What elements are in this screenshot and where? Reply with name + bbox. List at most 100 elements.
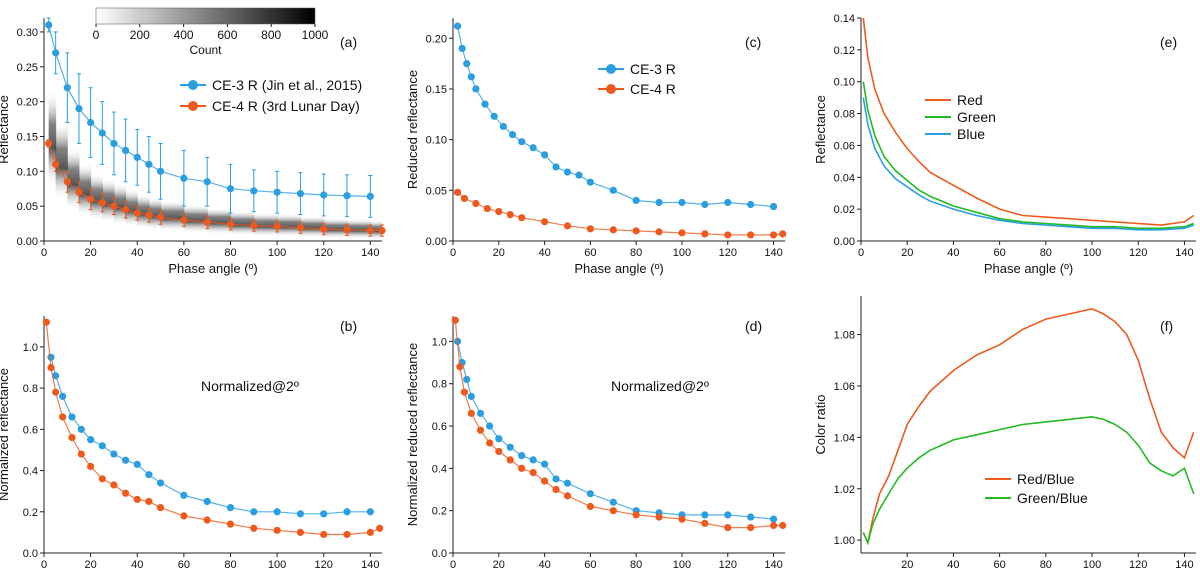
y-tick-label: 0.00 bbox=[834, 236, 855, 248]
data-point bbox=[529, 468, 537, 477]
panel-b: 0204060801001201400.00.20.40.60.81.0Phas… bbox=[0, 316, 384, 574]
data-point bbox=[156, 504, 165, 512]
x-tick-label: 60 bbox=[178, 559, 190, 571]
x-tick-label: 80 bbox=[224, 247, 236, 259]
data-point bbox=[724, 511, 732, 519]
legend: CE-3 R CE-4 R bbox=[598, 61, 676, 97]
x-axis-label: Phase angle (º) bbox=[984, 261, 1073, 276]
data-point bbox=[769, 521, 778, 530]
data-point bbox=[552, 485, 560, 494]
series-ce-4 bbox=[451, 316, 787, 532]
x-tick-label: 100 bbox=[1083, 247, 1101, 259]
x-ticks: 0 20 40 60 80 100 120 140 bbox=[41, 553, 380, 571]
data-point bbox=[296, 528, 305, 536]
x-ticks: 0 20 40 60 80 100 120 140 bbox=[41, 241, 380, 259]
data-point bbox=[133, 209, 141, 217]
x-tick-label: 40 bbox=[538, 247, 550, 259]
panel-label: (a) bbox=[340, 34, 357, 50]
x-tick-label: 20 bbox=[901, 559, 913, 571]
panel-f: 204060801001201401.001.021.041.061.08Pha… bbox=[813, 296, 1196, 574]
data-point bbox=[483, 204, 491, 213]
y-tick-label: 0.10 bbox=[17, 166, 38, 178]
data-point bbox=[463, 60, 471, 68]
x-tick-label: 100 bbox=[673, 247, 691, 259]
data-point bbox=[110, 450, 118, 458]
y-tick-label: 0.0 bbox=[23, 548, 38, 560]
x-ticks: 0 20 40 60 80 100 120 140 bbox=[858, 241, 1194, 259]
density-band bbox=[370, 219, 383, 240]
data-point bbox=[486, 439, 494, 447]
legend-label: CE-3 R bbox=[630, 61, 676, 77]
data-point bbox=[121, 456, 130, 464]
data-point bbox=[467, 409, 475, 417]
data-point bbox=[110, 202, 118, 210]
legend-item: CE-4 R bbox=[598, 81, 676, 97]
series-ce-3 bbox=[47, 353, 374, 518]
x-tick-label: 140 bbox=[1175, 559, 1193, 571]
data-point bbox=[506, 456, 514, 464]
density-band bbox=[300, 215, 325, 238]
legend-swatch-marker bbox=[188, 101, 198, 111]
data-point bbox=[110, 139, 118, 148]
panel-label: (c) bbox=[745, 34, 761, 50]
data-point bbox=[486, 422, 494, 430]
legend-item: CE-4 R (3rd Lunar Day) bbox=[180, 98, 360, 114]
data-point bbox=[87, 118, 95, 127]
data-point bbox=[203, 497, 211, 506]
y-tick-label: 0.2 bbox=[432, 506, 447, 518]
data-point bbox=[52, 49, 60, 57]
x-tick-label: 80 bbox=[224, 559, 236, 571]
series-connector bbox=[457, 25, 774, 208]
data-point bbox=[52, 372, 60, 380]
data-point bbox=[226, 220, 235, 228]
data-point bbox=[609, 226, 617, 234]
data-point bbox=[529, 456, 537, 464]
legend-label: Red bbox=[957, 92, 983, 108]
data-point bbox=[563, 479, 572, 487]
data-point bbox=[518, 138, 526, 146]
data-point bbox=[75, 188, 83, 196]
x-tick-label: 80 bbox=[1040, 559, 1052, 571]
x-tick-label: 0 bbox=[858, 247, 864, 259]
series-line bbox=[862, 415, 1195, 546]
y-tick-label: 0.6 bbox=[23, 424, 38, 436]
x-tick-label: 40 bbox=[131, 247, 143, 259]
data-point bbox=[540, 460, 549, 468]
legend-item: CE-3 R (Jin et al., 2015) bbox=[180, 77, 362, 93]
data-point bbox=[701, 511, 709, 519]
x-tick-label: 0 bbox=[41, 559, 47, 571]
y-tick-label: 1.00 bbox=[834, 535, 855, 547]
data-point bbox=[655, 228, 663, 236]
series-red bbox=[862, 17, 1195, 226]
y-axis-label: Reduced reflectance bbox=[405, 70, 420, 189]
x-ticks: 20 40 60 80 100 120 140 bbox=[901, 553, 1194, 571]
y-tick-label: 0.02 bbox=[834, 204, 855, 216]
data-point bbox=[87, 436, 95, 444]
legend-item: Red/Blue bbox=[985, 471, 1075, 487]
density-band bbox=[183, 204, 208, 234]
data-point bbox=[563, 492, 572, 500]
y-tick-label: 0.15 bbox=[426, 84, 447, 96]
y-tick-label: 0.20 bbox=[426, 33, 447, 45]
series-connector bbox=[457, 341, 774, 520]
x-tick-label: 120 bbox=[315, 247, 333, 259]
data-point bbox=[121, 146, 130, 155]
data-point bbox=[655, 198, 663, 207]
data-point bbox=[453, 188, 462, 196]
data-point bbox=[42, 318, 50, 326]
y-tick-label: 0.00 bbox=[17, 236, 38, 248]
colorbar-label: Count bbox=[189, 43, 222, 57]
colorbar-tick-label: 400 bbox=[174, 28, 194, 42]
data-point bbox=[59, 392, 67, 400]
legend-item: Red bbox=[925, 92, 983, 108]
data-point bbox=[343, 226, 351, 234]
data-point bbox=[98, 129, 106, 137]
series-line bbox=[862, 81, 1194, 230]
data-point bbox=[250, 187, 258, 195]
x-tick-label: 20 bbox=[901, 247, 913, 259]
data-point bbox=[476, 426, 485, 434]
legend: Red/Blue Green/Blue bbox=[985, 471, 1088, 506]
legend-label: Green/Blue bbox=[1017, 490, 1088, 506]
y-tick-label: 1.06 bbox=[834, 381, 855, 393]
